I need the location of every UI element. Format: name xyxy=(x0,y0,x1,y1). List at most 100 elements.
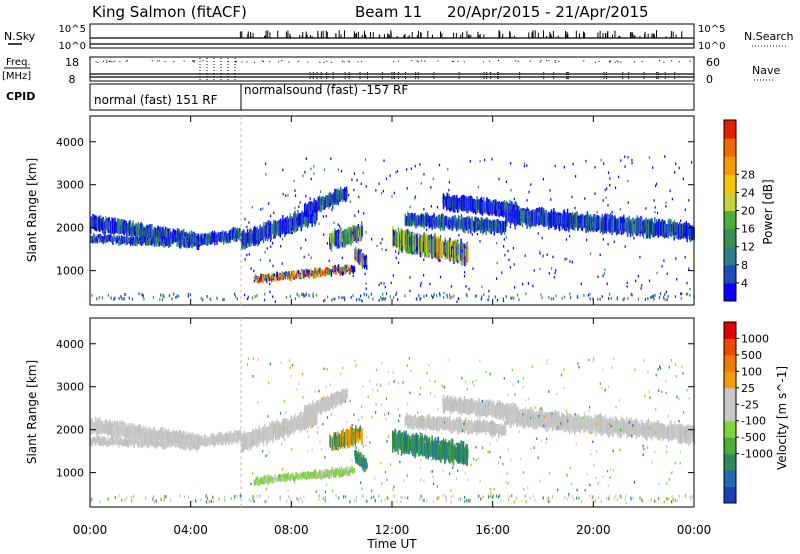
freq-dot xyxy=(357,61,359,63)
freq-dot xyxy=(658,60,660,62)
clutter-cell xyxy=(296,292,298,296)
scatter-cell xyxy=(589,252,592,256)
clutter-cell xyxy=(161,298,164,302)
echo-cell xyxy=(324,271,327,277)
scatter-cell xyxy=(523,164,526,168)
scatter-cell xyxy=(319,267,321,271)
echo-cell xyxy=(313,272,315,279)
scatter-cell xyxy=(358,195,360,199)
scatter-cell xyxy=(645,207,647,210)
scatter-cell xyxy=(342,271,345,274)
echo-cell xyxy=(100,440,103,446)
scatter-cell xyxy=(503,238,505,241)
scatter-cell xyxy=(510,188,512,192)
echo-cell xyxy=(156,239,158,247)
echo-cell xyxy=(104,234,106,240)
scatter-cell xyxy=(541,236,543,240)
scatter-cell xyxy=(525,221,528,224)
echo-cell xyxy=(150,439,153,444)
scatter-cell xyxy=(493,232,495,236)
echo-cell xyxy=(135,236,137,243)
scatter-cell xyxy=(624,165,626,168)
clutter-cell xyxy=(552,297,554,301)
echo-cell xyxy=(133,236,135,243)
clutter-cell xyxy=(548,295,550,299)
scatter-cell xyxy=(476,232,479,236)
echo-cell xyxy=(317,197,320,209)
echo-cell xyxy=(196,236,199,242)
scatter-cell xyxy=(265,173,267,176)
echo-cell xyxy=(165,241,167,247)
echo-cell xyxy=(114,442,116,446)
scatter-cell xyxy=(409,276,411,279)
freq-dot xyxy=(689,60,691,62)
scatter-cell xyxy=(620,220,622,223)
echo-cell xyxy=(314,201,316,207)
echo-cell xyxy=(124,236,127,241)
station-title: King Salmon (fitACF) xyxy=(92,3,247,21)
clutter-cell xyxy=(389,295,391,299)
clutter-cell xyxy=(251,296,254,300)
echo-cell xyxy=(467,449,469,459)
clutter-cell xyxy=(475,294,477,298)
freq-dot xyxy=(482,61,484,63)
scatter-cell xyxy=(350,296,352,299)
scatter-cell xyxy=(479,240,481,243)
clutter-cell xyxy=(143,297,145,301)
colorbar-swatch xyxy=(724,192,736,211)
echo-cell xyxy=(365,261,368,270)
freq-tick-bottom: 8 xyxy=(69,73,76,86)
scatter-cell xyxy=(423,207,425,211)
echo-cell xyxy=(147,439,149,446)
echo-cell xyxy=(480,407,482,414)
scatter-cell xyxy=(248,253,250,256)
freq-dot xyxy=(326,60,328,62)
echo-cell xyxy=(90,439,92,446)
echo-cell xyxy=(167,238,169,243)
clutter-cell xyxy=(511,296,513,300)
clutter-cell xyxy=(393,295,395,299)
scatter-cell xyxy=(314,220,316,224)
scatter-cell xyxy=(554,271,556,275)
scatter-cell xyxy=(689,294,691,297)
echo-cell xyxy=(298,270,300,275)
freq-dot xyxy=(583,60,585,62)
scatter-cell xyxy=(503,200,506,203)
scatter-cell xyxy=(606,282,608,286)
echo-cell xyxy=(315,270,318,274)
clutter-cell xyxy=(171,297,173,301)
echo-cell xyxy=(169,441,172,446)
echo-cell xyxy=(277,273,280,281)
clutter-cell xyxy=(623,297,625,301)
scatter-cell xyxy=(352,274,354,278)
echo-cell xyxy=(162,241,164,247)
scatter-cell xyxy=(509,225,511,229)
scatter-cell xyxy=(351,178,353,181)
scatter-cell xyxy=(282,192,284,196)
scatter-cell xyxy=(491,157,493,161)
scatter-cell xyxy=(631,158,633,162)
echo-cell xyxy=(306,206,308,218)
scatter-cell xyxy=(526,164,528,167)
scatter-cell xyxy=(271,227,273,231)
scatter-cell xyxy=(393,191,395,195)
echo-cell xyxy=(127,440,130,448)
scatter-cell xyxy=(430,186,432,189)
clutter-cell xyxy=(475,294,477,298)
scatter-cell xyxy=(282,168,284,172)
echo-cell xyxy=(287,274,289,280)
echo-cell xyxy=(158,240,161,244)
scatter-cell xyxy=(599,253,601,257)
colorbar-swatch xyxy=(724,246,736,266)
echo-cell xyxy=(95,440,98,444)
scatter-cell xyxy=(504,253,506,257)
scatter-cell xyxy=(656,271,658,275)
scatter-cell xyxy=(382,296,384,300)
freq-dot xyxy=(202,60,204,62)
scatter-cell xyxy=(639,255,641,259)
scatter-cell xyxy=(246,253,248,257)
freq-dot xyxy=(262,60,264,62)
scatter-cell xyxy=(336,236,338,239)
echo-cell xyxy=(265,276,267,281)
